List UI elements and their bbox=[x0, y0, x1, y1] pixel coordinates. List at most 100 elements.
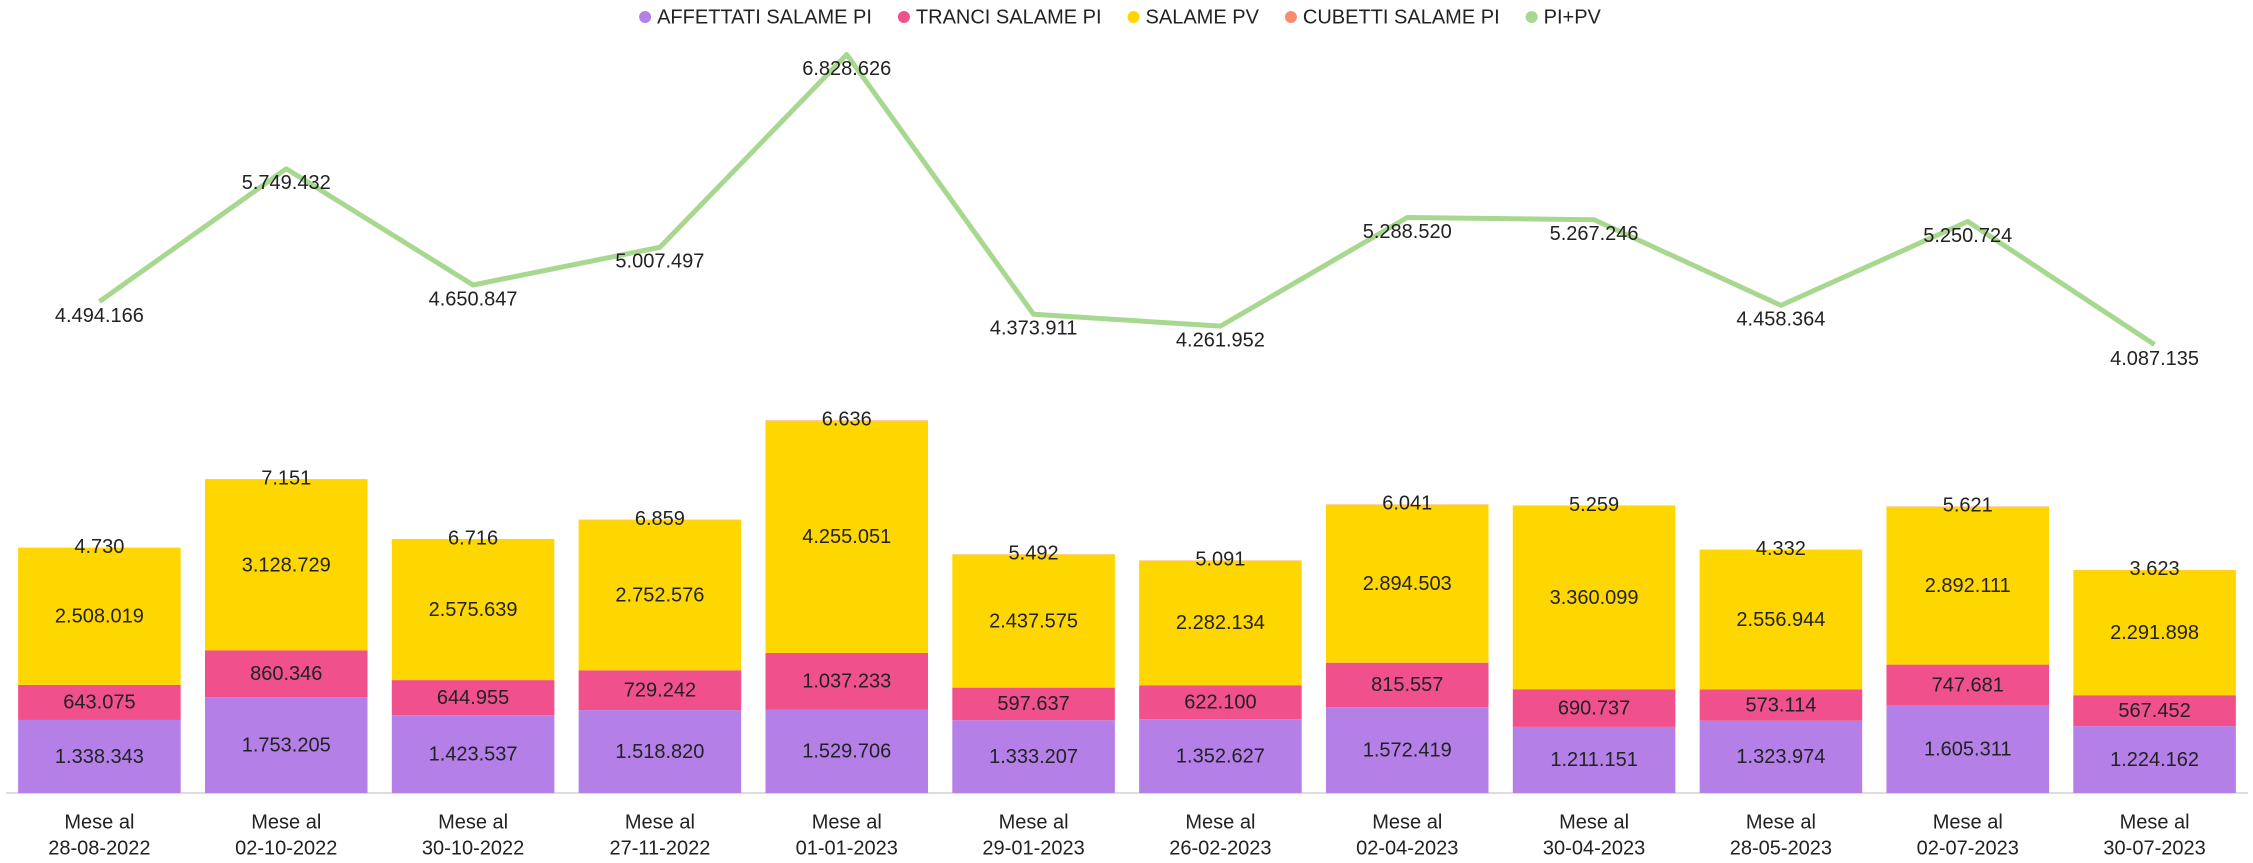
line-label: 4.650.847 bbox=[429, 288, 518, 310]
data-label: 2.508.019 bbox=[55, 606, 144, 628]
x-tick-label: Mese al bbox=[2120, 811, 2190, 833]
data-label: 1.572.419 bbox=[1363, 739, 1452, 761]
x-tick-label: Mese al bbox=[812, 811, 882, 833]
data-label: 3.128.729 bbox=[242, 554, 331, 576]
data-label: 1.333.207 bbox=[989, 746, 1078, 768]
data-label: 643.075 bbox=[63, 692, 135, 714]
x-tick-label: Mese al bbox=[1372, 811, 1442, 833]
data-label: 1.753.205 bbox=[242, 734, 331, 756]
legend-marker bbox=[1525, 11, 1538, 23]
bar-segment bbox=[1139, 719, 1302, 793]
data-label: 815.557 bbox=[1371, 674, 1443, 696]
data-label: 5.621 bbox=[1943, 495, 1993, 517]
bar-segment bbox=[18, 684, 181, 720]
line-label: 5.250.724 bbox=[1923, 225, 2012, 247]
data-label: 573.114 bbox=[1746, 694, 1817, 716]
data-label: 5.259 bbox=[1569, 494, 1619, 516]
x-tick-label: 02-07-2023 bbox=[1917, 837, 2019, 859]
x-tick-label: 01-01-2023 bbox=[796, 837, 898, 859]
data-label: 1.211.151 bbox=[1550, 749, 1638, 771]
bar-segment bbox=[578, 520, 742, 671]
bar-segment bbox=[2073, 570, 2236, 696]
data-label: 1.529.706 bbox=[802, 741, 891, 763]
data-label: 644.955 bbox=[437, 687, 509, 709]
legend-marker bbox=[639, 11, 652, 23]
data-label: 6.859 bbox=[635, 508, 685, 530]
line-label: 5.007.497 bbox=[615, 251, 704, 273]
data-label: 2.575.639 bbox=[429, 599, 518, 621]
x-tick-label: Mese al bbox=[1559, 811, 1629, 833]
legend-marker bbox=[1127, 11, 1140, 23]
data-label: 2.291.898 bbox=[2110, 622, 2199, 644]
data-label: 690.737 bbox=[1558, 697, 1630, 719]
data-label: 6.716 bbox=[448, 527, 498, 549]
bar-segment bbox=[1886, 506, 2050, 665]
data-label: 7.151 bbox=[261, 468, 311, 490]
bar-segment bbox=[2073, 726, 2236, 793]
bar-segment bbox=[1512, 505, 1676, 690]
data-label: 3.623 bbox=[2130, 558, 2180, 580]
x-tick-label: Mese al bbox=[999, 811, 1069, 833]
data-label: 6.041 bbox=[1382, 493, 1432, 515]
line-label: 5.749.432 bbox=[242, 172, 331, 194]
x-tick-label: 27-11-2022 bbox=[610, 837, 711, 859]
legend-marker bbox=[1284, 11, 1297, 23]
legend-label: CUBETTI SALAME PI bbox=[1303, 6, 1500, 28]
data-label: 1.224.162 bbox=[2110, 749, 2199, 771]
line-label: 5.267.246 bbox=[1550, 223, 1639, 245]
x-tick-label: Mese al bbox=[1746, 811, 1816, 833]
line-label: 4.494.166 bbox=[55, 305, 144, 327]
data-label: 1.037.233 bbox=[802, 671, 891, 693]
bar-segment bbox=[952, 554, 1115, 688]
bar-segment bbox=[1325, 662, 1489, 708]
bar-segment bbox=[578, 670, 742, 711]
data-label: 2.892.111 bbox=[1925, 575, 2011, 597]
line-label: 4.373.911 bbox=[990, 318, 1078, 340]
bar-segment bbox=[578, 710, 742, 793]
bar-segment bbox=[1699, 689, 1863, 721]
bar-segment bbox=[204, 697, 368, 793]
bar-segment bbox=[1886, 705, 2050, 793]
bar-segment bbox=[952, 720, 1115, 793]
bar-segment bbox=[18, 719, 181, 793]
data-label: 567.452 bbox=[2118, 700, 2190, 722]
line-label: 4.261.952 bbox=[1176, 329, 1265, 351]
data-label: 1.352.627 bbox=[1176, 745, 1265, 767]
data-label: 6.636 bbox=[822, 409, 872, 431]
data-label: 597.637 bbox=[997, 693, 1069, 715]
data-label: 1.605.311 bbox=[1924, 738, 2012, 760]
bar-segment bbox=[765, 652, 929, 710]
data-label: 622.100 bbox=[1184, 691, 1256, 713]
legend-label: AFFETTATI SALAME PI bbox=[657, 6, 872, 28]
bar-segment bbox=[1699, 549, 1863, 690]
bar-segment bbox=[952, 687, 1115, 721]
x-tick-label: Mese al bbox=[1933, 811, 2003, 833]
bar-segment bbox=[1325, 707, 1489, 793]
bar-segment bbox=[391, 539, 555, 681]
legend-marker bbox=[897, 11, 910, 23]
line-label: 4.087.135 bbox=[2110, 348, 2199, 370]
bar-segment bbox=[1139, 560, 1302, 686]
data-label: 729.242 bbox=[624, 679, 696, 701]
x-tick-label: 30-04-2023 bbox=[1543, 837, 1645, 859]
data-label: 2.437.575 bbox=[989, 610, 1078, 632]
data-label: 4.332 bbox=[1756, 538, 1806, 560]
x-tick-label: 30-07-2023 bbox=[2103, 837, 2205, 859]
data-label: 747.681 bbox=[1932, 674, 2004, 696]
bar-segment bbox=[204, 650, 368, 698]
line-label: 6.828.626 bbox=[802, 58, 891, 80]
data-label: 4.730 bbox=[74, 536, 124, 558]
bar-segment bbox=[1139, 685, 1302, 720]
bar-segment bbox=[765, 420, 929, 653]
x-tick-label: 29-01-2023 bbox=[982, 837, 1084, 859]
x-tick-label: Mese al bbox=[625, 811, 695, 833]
data-label: 2.752.576 bbox=[615, 584, 704, 606]
legend-label: PI+PV bbox=[1544, 6, 1602, 28]
line-series bbox=[97, 52, 2156, 347]
legend-label: TRANCI SALAME PI bbox=[916, 6, 1102, 28]
legend-label: SALAME PV bbox=[1146, 6, 1260, 28]
data-label: 860.346 bbox=[250, 663, 322, 685]
x-tick-label: Mese al bbox=[438, 811, 508, 833]
bar-segment bbox=[1325, 504, 1489, 663]
data-label: 5.091 bbox=[1195, 549, 1245, 571]
